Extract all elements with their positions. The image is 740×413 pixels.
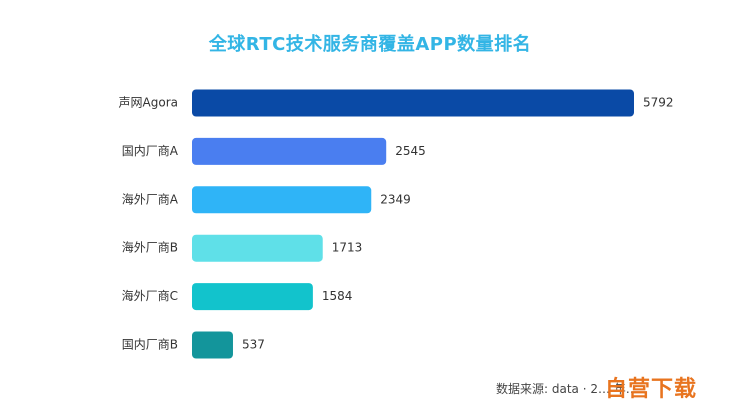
bars-layer: 声网Agora 5792 国内厂商A 2545 海外厂商A 2349 海外厂商B 1713 海外… [119, 89, 674, 359]
value-label: 537 [242, 338, 265, 352]
category-label: 海外厂商C [122, 288, 178, 303]
value-label: 2349 [380, 192, 411, 206]
bar [192, 234, 323, 262]
bar [192, 186, 372, 214]
source-note: 数据来源: data · 2… 年… [496, 382, 638, 396]
value-label: 1584 [322, 289, 353, 303]
bar [192, 331, 233, 359]
category-label: 海外厂商B [122, 240, 178, 255]
category-label: 海外厂商A [122, 191, 179, 206]
watermark-logo: 自营下载 [605, 377, 698, 402]
bar [192, 89, 634, 117]
value-label: 5792 [643, 96, 674, 110]
category-label: 声网Agora [119, 96, 178, 110]
category-label: 国内厂商A [122, 143, 179, 158]
category-label: 国内厂商B [122, 337, 178, 352]
bar [192, 137, 387, 165]
chart-title: 全球RTC技术服务商覆盖APP数量排名 [208, 34, 532, 55]
bar [192, 283, 313, 311]
value-label: 2545 [395, 144, 426, 158]
value-label: 1713 [332, 241, 363, 255]
